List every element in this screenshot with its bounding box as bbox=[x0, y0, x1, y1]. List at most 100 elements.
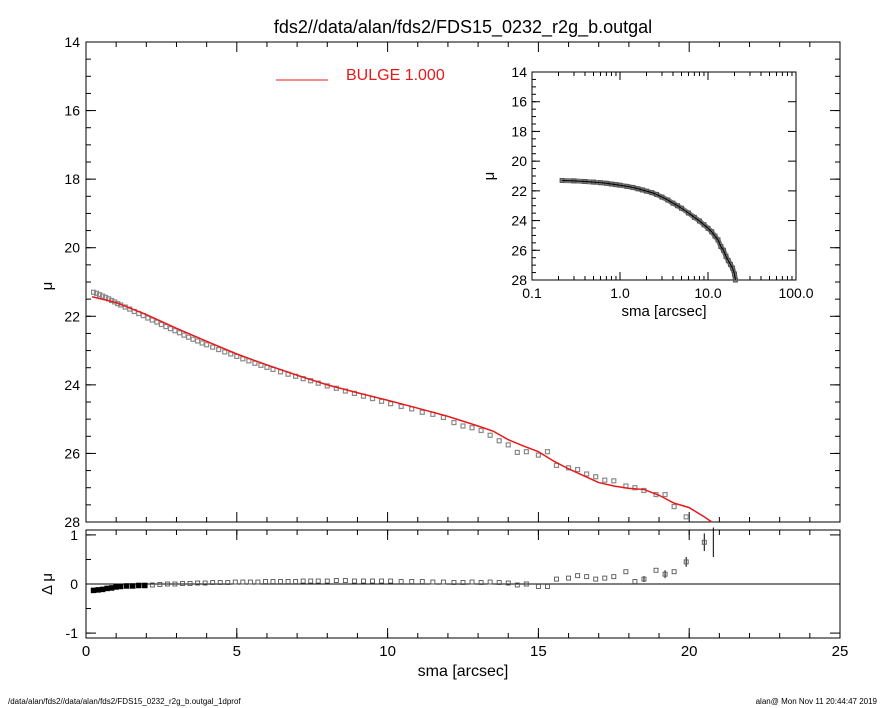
residual-point bbox=[602, 575, 608, 581]
residual-point bbox=[487, 579, 493, 585]
residual-point bbox=[683, 559, 689, 565]
residual-point bbox=[149, 582, 155, 588]
residual-point bbox=[129, 583, 136, 589]
residual-point bbox=[478, 580, 484, 585]
inset-data-point bbox=[730, 265, 736, 271]
inset-x-axis-label: sma [arcsec] bbox=[621, 303, 706, 320]
residual-point bbox=[370, 578, 375, 584]
main-y-tick-label: 24 bbox=[64, 377, 80, 393]
residual-point bbox=[95, 587, 101, 593]
residual-point bbox=[123, 583, 130, 589]
data-point bbox=[632, 485, 638, 491]
data-point bbox=[469, 425, 475, 431]
residual-point bbox=[180, 581, 185, 586]
main-y-tick-label: 20 bbox=[64, 240, 80, 256]
residual-point bbox=[623, 569, 629, 575]
residual-point bbox=[451, 580, 457, 585]
main-y-tick-label: 22 bbox=[64, 308, 80, 324]
data-point bbox=[496, 438, 502, 444]
main-y-tick-label: 26 bbox=[64, 445, 80, 461]
residual-point bbox=[293, 579, 299, 584]
residual-point bbox=[544, 584, 550, 589]
residual-point bbox=[419, 579, 425, 584]
residual-point bbox=[554, 576, 559, 582]
inset-data-point bbox=[709, 229, 715, 235]
residual-point bbox=[460, 580, 466, 585]
x-axis-label: sma [arcsec] bbox=[418, 663, 509, 680]
residual-point bbox=[566, 575, 572, 581]
data-point bbox=[216, 346, 222, 353]
bulge-model-line bbox=[91, 296, 713, 523]
data-point bbox=[172, 328, 178, 334]
residual-point bbox=[278, 579, 283, 584]
inset-data-point bbox=[635, 186, 641, 192]
data-point bbox=[93, 290, 100, 296]
data-point bbox=[163, 323, 169, 330]
residual-point bbox=[523, 581, 529, 587]
inset-model-line bbox=[562, 179, 736, 281]
residual-point bbox=[361, 578, 366, 584]
data-point bbox=[451, 419, 457, 426]
inset-plot-frame bbox=[531, 71, 797, 281]
residual-y-tick-label: 1 bbox=[70, 527, 78, 543]
inset-y-tick-label: 28 bbox=[511, 272, 527, 288]
data-point bbox=[487, 432, 493, 438]
main-y-tick-label: 16 bbox=[64, 103, 80, 119]
residual-point bbox=[247, 579, 253, 585]
residual-point bbox=[157, 582, 163, 587]
residual-point bbox=[469, 579, 475, 585]
data-point bbox=[167, 326, 174, 332]
residual-point bbox=[172, 581, 178, 587]
inset-y-tick-label: 22 bbox=[511, 183, 527, 199]
residual-y-axis-label: Δ μ bbox=[39, 573, 56, 595]
data-point bbox=[553, 462, 560, 469]
residual-x-tick-label: 0 bbox=[82, 643, 90, 660]
residual-point bbox=[430, 579, 436, 585]
data-point bbox=[90, 289, 97, 295]
residual-point bbox=[187, 581, 193, 586]
residual-point bbox=[195, 580, 201, 586]
residual-point bbox=[505, 580, 511, 586]
data-point bbox=[398, 403, 404, 410]
residual-y-tick-label: 0 bbox=[70, 576, 78, 592]
residual-point bbox=[514, 582, 520, 588]
inset-data-point bbox=[720, 247, 726, 253]
residual-point bbox=[113, 584, 119, 590]
inset-data-point bbox=[701, 222, 707, 228]
inset-data-point bbox=[674, 203, 680, 209]
data-point bbox=[478, 427, 484, 434]
residual-point bbox=[593, 576, 599, 582]
inset-y-tick-label: 20 bbox=[511, 153, 527, 169]
data-point bbox=[158, 321, 164, 328]
data-point bbox=[176, 330, 183, 336]
residual-point bbox=[653, 567, 659, 573]
inset-panel: 14 16 18 20 22 24 26 280.1 1.0 10.0 100.0 sma [arcs… bbox=[481, 64, 814, 320]
data-point bbox=[210, 344, 216, 350]
legend-label: BULGE 1.000 bbox=[346, 67, 445, 84]
data-point bbox=[222, 349, 228, 355]
residual-point bbox=[398, 579, 404, 584]
data-point bbox=[505, 442, 511, 448]
inset-data-point bbox=[643, 188, 649, 194]
inset-data-point bbox=[659, 194, 665, 200]
residual-point bbox=[575, 573, 581, 579]
data-point bbox=[190, 336, 196, 342]
main-y-tick-label: 14 bbox=[64, 34, 80, 50]
residual-point bbox=[388, 578, 394, 584]
data-point bbox=[96, 292, 103, 298]
inset-y-tick-label: 16 bbox=[511, 94, 527, 110]
residual-point bbox=[285, 579, 291, 584]
residual-point bbox=[333, 578, 339, 584]
data-point bbox=[602, 477, 608, 483]
inset-data-point bbox=[691, 214, 697, 220]
inset-data-point bbox=[715, 237, 721, 243]
data-point bbox=[514, 449, 520, 455]
residual-point bbox=[210, 580, 216, 585]
residual-x-tick-label: 5 bbox=[233, 643, 241, 660]
residual-point bbox=[232, 579, 238, 585]
data-point bbox=[199, 340, 205, 346]
inset-x-tick-label: 100.0 bbox=[778, 285, 813, 301]
residual-point bbox=[202, 580, 208, 586]
residual-point bbox=[117, 583, 124, 590]
